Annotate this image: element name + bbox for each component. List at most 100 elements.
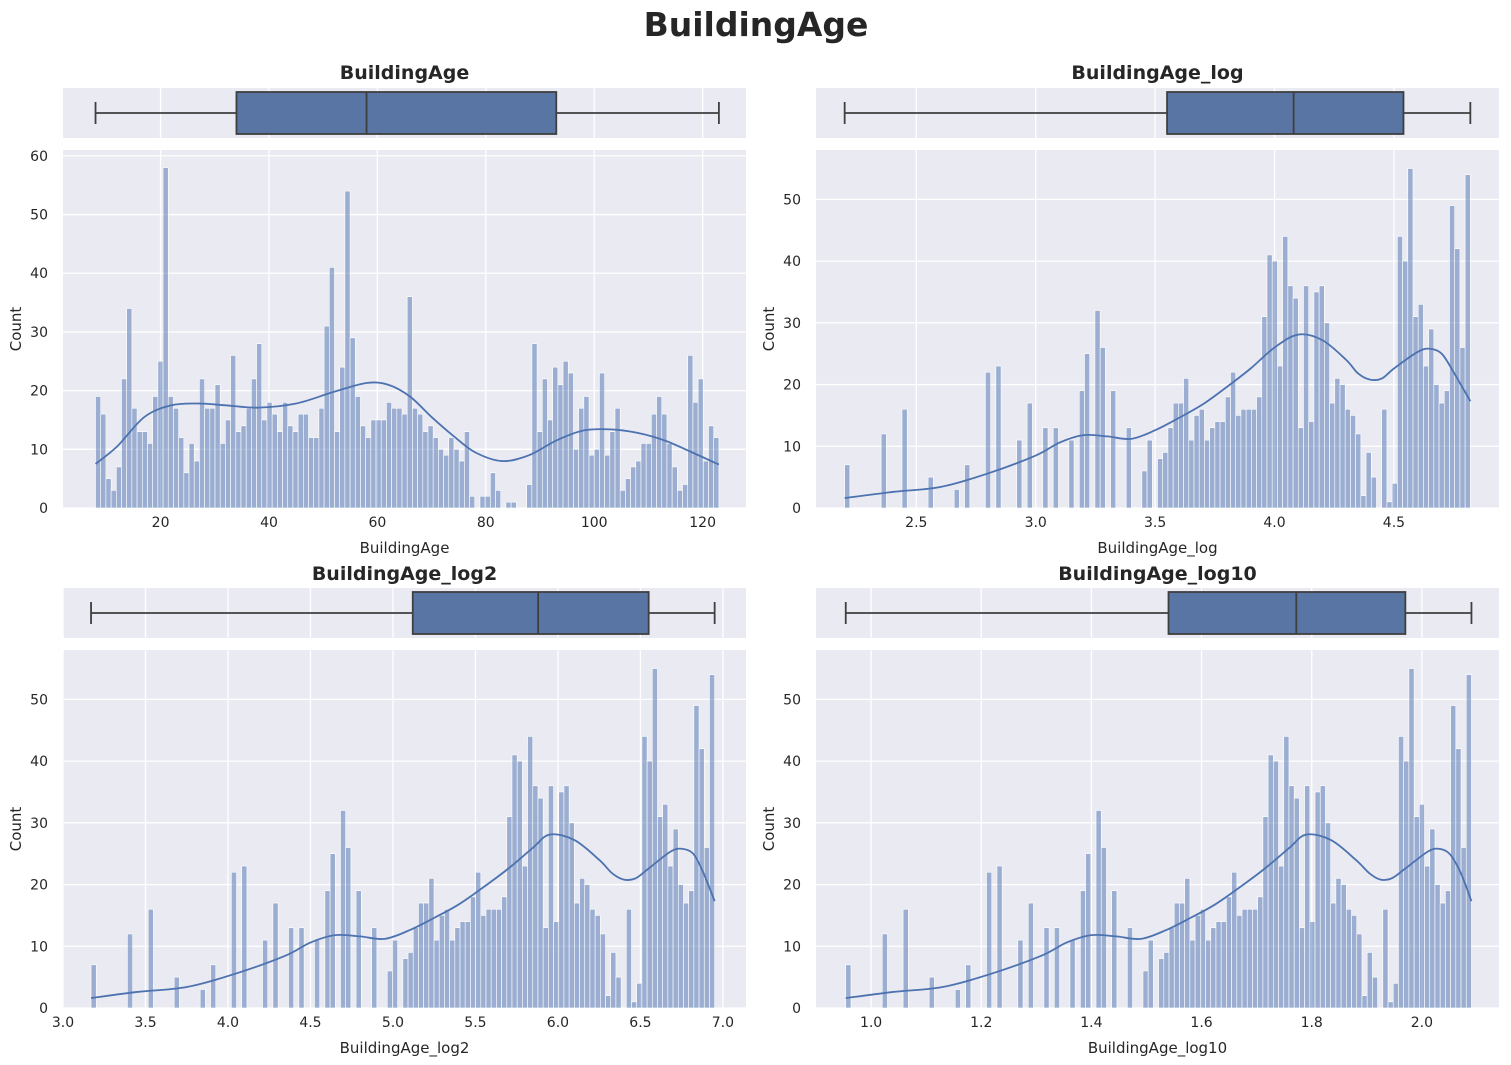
histogram-bar <box>407 952 414 1009</box>
x-tick-label: 3.0 <box>52 1015 74 1031</box>
panel-0: BuildingAge 20 40 60 80 100 120 0 10 20 30 40 50 60 Bu… <box>7 62 746 557</box>
histogram-bar <box>438 449 444 509</box>
x-tick-label: 40 <box>260 515 278 531</box>
histogram-bar <box>928 976 935 1009</box>
histogram-bar <box>1313 291 1320 509</box>
histogram-bar <box>1355 433 1362 509</box>
histogram-bar <box>1261 316 1268 509</box>
histogram-bar <box>1204 439 1210 509</box>
histogram-bar <box>902 908 909 1009</box>
histogram-bar <box>1095 810 1102 1009</box>
histogram-bar <box>1287 285 1294 509</box>
histogram-bar <box>1278 865 1285 1009</box>
histogram-bar <box>1214 421 1221 509</box>
histogram-bar <box>178 437 185 509</box>
histogram-bar <box>1340 884 1347 1009</box>
histogram-bar <box>318 407 325 509</box>
histogram-bar <box>526 484 533 509</box>
box-iqr <box>411 591 650 635</box>
histogram-bar <box>567 372 574 509</box>
x-tick-label: 20 <box>152 515 170 531</box>
histogram-bar <box>428 878 435 1009</box>
histogram-bar <box>256 343 263 509</box>
histogram-bar <box>386 970 393 1009</box>
histogram-bar <box>1283 736 1290 1009</box>
histogram-bar <box>651 668 658 1009</box>
x-tick-label: 4.5 <box>299 1015 321 1031</box>
histogram-bar <box>505 501 512 509</box>
histogram-bar <box>266 402 273 509</box>
histogram-bar <box>1111 890 1118 1009</box>
histogram-bar <box>510 501 517 509</box>
histogram-bar <box>1205 939 1212 1009</box>
histogram-bar <box>1094 310 1101 509</box>
histogram-bar <box>1381 408 1388 509</box>
y-axis-label: Count <box>7 307 25 352</box>
histogram-bar <box>1078 390 1085 509</box>
x-tick-label: 7.0 <box>712 1015 734 1031</box>
histogram-bar <box>661 413 668 509</box>
histogram-bar <box>1402 260 1409 509</box>
histogram-bar <box>370 419 377 509</box>
y-tick-label: 40 <box>783 754 801 770</box>
histogram-bar <box>392 939 398 1009</box>
histogram-bar <box>282 402 289 509</box>
histogram-bar <box>594 915 601 1009</box>
histogram-bar <box>490 908 497 1009</box>
histogram-bar <box>1460 847 1467 1009</box>
kde-curve <box>844 333 1472 500</box>
histogram-bar <box>557 384 564 509</box>
y-tick-label: 40 <box>30 266 48 282</box>
histogram-bar <box>262 939 269 1009</box>
histogram-bar <box>697 378 704 509</box>
histogram-bar <box>511 754 518 1009</box>
panel-title: BuildingAge_log2 <box>312 563 497 585</box>
x-tick-label: 1.0 <box>860 1015 882 1031</box>
histogram-bar <box>495 490 502 509</box>
histogram-bar <box>662 804 669 1009</box>
histogram-bar <box>610 952 617 1009</box>
histogram-bar <box>334 431 340 509</box>
histogram-bar <box>588 454 595 509</box>
histogram-bar <box>1297 427 1304 509</box>
histogram-bar <box>95 396 102 509</box>
histogram-bar <box>965 964 972 1009</box>
histogram-bar <box>536 431 543 509</box>
histogram-bar <box>1277 365 1283 509</box>
histogram-bar <box>90 964 97 1009</box>
histogram-bar <box>1419 804 1425 1009</box>
x-tick-label: 1.8 <box>1301 1015 1323 1031</box>
histogram-bar <box>631 1001 638 1009</box>
histogram-bar <box>423 902 430 1009</box>
histogram-bar <box>496 908 502 1009</box>
histogram-bar <box>1382 908 1389 1009</box>
histogram-bar <box>1236 915 1243 1009</box>
histogram-bar <box>954 989 961 1009</box>
histogram-bar <box>614 407 621 509</box>
histogram-bar <box>1424 865 1431 1009</box>
histogram-bar <box>1392 983 1399 1009</box>
y-tick-label: 10 <box>783 439 801 455</box>
y-tick-label: 30 <box>30 325 48 341</box>
histogram-bar <box>183 472 190 509</box>
histogram-bar <box>105 478 112 509</box>
histogram-bar <box>1413 816 1420 1009</box>
histogram-bar <box>1356 933 1363 1009</box>
histogram-bar <box>927 476 934 509</box>
y-tick-label: 30 <box>783 316 801 332</box>
x-tick-label: 60 <box>368 515 386 531</box>
histogram-axes <box>816 150 1499 508</box>
y-tick-label: 0 <box>792 501 801 517</box>
histogram-bar <box>1350 415 1356 509</box>
histogram-bar <box>360 425 366 509</box>
histogram-bar <box>147 908 154 1009</box>
y-tick-label: 30 <box>783 816 801 832</box>
histogram-bar <box>1439 902 1446 1009</box>
histogram-bar <box>329 853 336 1009</box>
x-tick-label: 1.6 <box>1190 1015 1212 1031</box>
histogram-bar <box>116 466 122 509</box>
histogram-bar <box>986 871 993 1009</box>
histogram-bar <box>380 419 387 509</box>
histogram-bar <box>522 865 528 1009</box>
histogram-bar <box>1443 390 1450 509</box>
